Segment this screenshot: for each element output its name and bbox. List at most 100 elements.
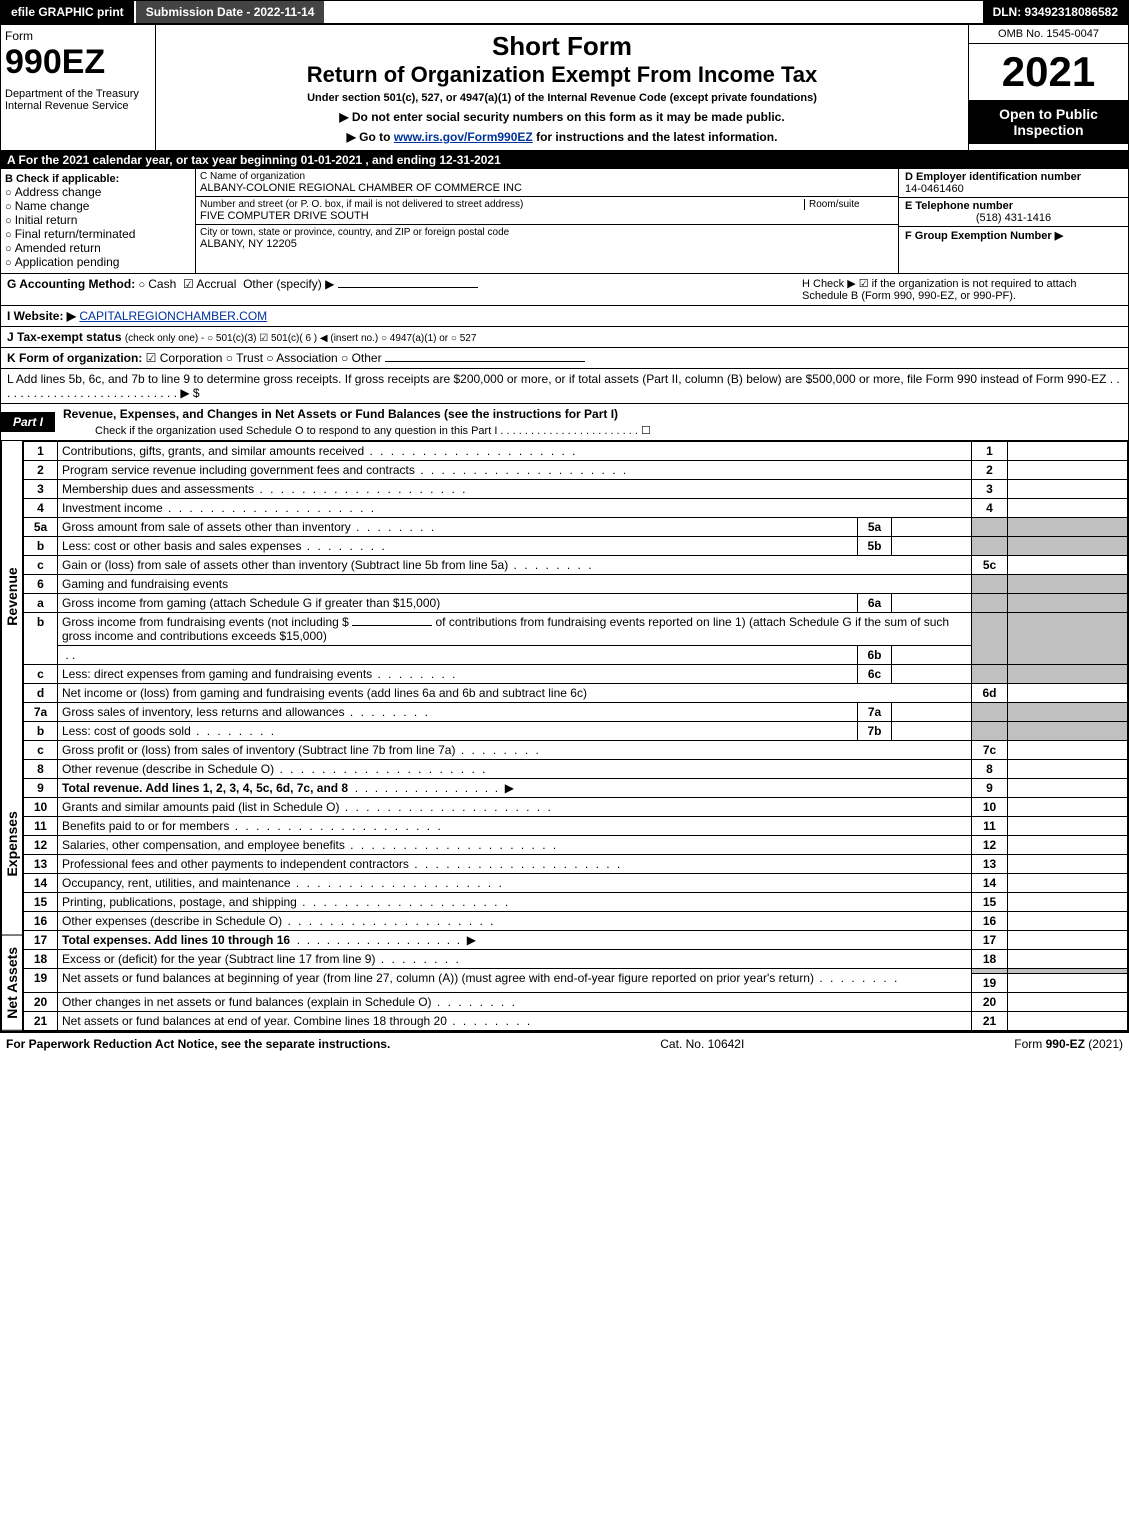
g-other[interactable]: Other (specify) ▶ bbox=[243, 277, 334, 291]
chk-final-return[interactable]: Final return/terminated bbox=[5, 227, 191, 241]
l5a-num: 5a bbox=[24, 518, 58, 537]
part1-body: Revenue Expenses Net Assets 1 Contributi… bbox=[1, 441, 1128, 1031]
l6d-val[interactable] bbox=[1008, 684, 1128, 703]
l7a-desc: Gross sales of inventory, less returns a… bbox=[58, 703, 858, 722]
l5a-val bbox=[1008, 518, 1128, 537]
l19-val[interactable] bbox=[1008, 974, 1128, 993]
goto-link[interactable]: www.irs.gov/Form990EZ bbox=[394, 130, 533, 144]
l11-ref: 11 bbox=[972, 817, 1008, 836]
l6b-subval[interactable] bbox=[892, 646, 972, 665]
l18-val[interactable] bbox=[1008, 950, 1128, 969]
j-options: (check only one) - ○ 501(c)(3) ☑ 501(c)(… bbox=[125, 333, 477, 344]
no-ssn-instruction: ▶ Do not enter social security numbers o… bbox=[162, 110, 962, 124]
l9-val[interactable] bbox=[1008, 779, 1128, 798]
l8-desc: Other revenue (describe in Schedule O) bbox=[58, 760, 972, 779]
l13-val[interactable] bbox=[1008, 855, 1128, 874]
l6a-ref bbox=[972, 594, 1008, 613]
l2-val[interactable] bbox=[1008, 461, 1128, 480]
submission-date-button[interactable]: Submission Date - 2022-11-14 bbox=[136, 1, 327, 23]
l21-num: 21 bbox=[24, 1012, 58, 1031]
part1-check: Check if the organization used Schedule … bbox=[55, 424, 1128, 440]
chk-initial-return[interactable]: Initial return bbox=[5, 213, 191, 227]
l6a-subval[interactable] bbox=[892, 594, 972, 613]
l1-val[interactable] bbox=[1008, 442, 1128, 461]
l20-val[interactable] bbox=[1008, 993, 1128, 1012]
chk-address-change[interactable]: Address change bbox=[5, 185, 191, 199]
l11-val[interactable] bbox=[1008, 817, 1128, 836]
chk-amended-return[interactable]: Amended return bbox=[5, 241, 191, 255]
l6a-sub: 6a bbox=[858, 594, 892, 613]
l12-val[interactable] bbox=[1008, 836, 1128, 855]
l6c-subval[interactable] bbox=[892, 665, 972, 684]
l7a-val bbox=[1008, 703, 1128, 722]
efile-print-button[interactable]: efile GRAPHIC print bbox=[1, 1, 136, 23]
section-e-label: E Telephone number bbox=[905, 200, 1122, 212]
l13-num: 13 bbox=[24, 855, 58, 874]
l6b-spacer: . . bbox=[58, 646, 858, 665]
l10-val[interactable] bbox=[1008, 798, 1128, 817]
l5b-desc: Less: cost or other basis and sales expe… bbox=[58, 537, 858, 556]
header-right: OMB No. 1545-0047 2021 Open to Public In… bbox=[968, 25, 1128, 150]
l7b-num: b bbox=[24, 722, 58, 741]
under-section: Under section 501(c), 527, or 4947(a)(1)… bbox=[162, 92, 962, 104]
l6d-num: d bbox=[24, 684, 58, 703]
l2-desc: Program service revenue including govern… bbox=[58, 461, 972, 480]
l6a-val bbox=[1008, 594, 1128, 613]
l16-val[interactable] bbox=[1008, 912, 1128, 931]
footer-right: Form 990-EZ (2021) bbox=[1014, 1037, 1123, 1051]
l10-ref: 10 bbox=[972, 798, 1008, 817]
l2-num: 2 bbox=[24, 461, 58, 480]
l5b-ref bbox=[972, 537, 1008, 556]
chk-name-change[interactable]: Name change bbox=[5, 199, 191, 213]
l5b-sub: 5b bbox=[858, 537, 892, 556]
l15-val[interactable] bbox=[1008, 893, 1128, 912]
l7c-val[interactable] bbox=[1008, 741, 1128, 760]
l6a-num: a bbox=[24, 594, 58, 613]
dept-treasury: Department of the Treasury bbox=[5, 88, 151, 100]
omb-number: OMB No. 1545-0047 bbox=[969, 25, 1128, 44]
dln-label: DLN: 93492318086582 bbox=[983, 1, 1128, 23]
l6d-ref: 6d bbox=[972, 684, 1008, 703]
l20-ref: 20 bbox=[972, 993, 1008, 1012]
l5a-subval[interactable] bbox=[892, 518, 972, 537]
city-label: City or town, state or province, country… bbox=[200, 227, 894, 238]
form-number: 990EZ bbox=[5, 43, 151, 82]
l5a-desc: Gross amount from sale of assets other t… bbox=[58, 518, 858, 537]
l6c-sub: 6c bbox=[858, 665, 892, 684]
k-other-blank[interactable] bbox=[385, 361, 585, 362]
l17-val[interactable] bbox=[1008, 931, 1128, 950]
l9-num: 9 bbox=[24, 779, 58, 798]
return-title: Return of Organization Exempt From Incom… bbox=[162, 62, 962, 88]
l6b-blank[interactable] bbox=[352, 625, 432, 626]
l14-val[interactable] bbox=[1008, 874, 1128, 893]
goto-suffix: for instructions and the latest informat… bbox=[533, 130, 778, 144]
website-link[interactable]: CAPITALREGIONCHAMBER.COM bbox=[79, 309, 267, 323]
chk-application-pending[interactable]: Application pending bbox=[5, 255, 191, 269]
l7b-subval[interactable] bbox=[892, 722, 972, 741]
telephone-value: (518) 431-1416 bbox=[905, 212, 1122, 224]
g-cash[interactable]: Cash bbox=[139, 277, 177, 291]
l4-val[interactable] bbox=[1008, 499, 1128, 518]
g-other-blank[interactable] bbox=[338, 287, 478, 288]
l5c-val[interactable] bbox=[1008, 556, 1128, 575]
l1-desc: Contributions, gifts, grants, and simila… bbox=[58, 442, 972, 461]
l16-desc: Other expenses (describe in Schedule O) bbox=[58, 912, 972, 931]
l18-desc: Excess or (deficit) for the year (Subtra… bbox=[58, 950, 972, 969]
g-accrual[interactable]: Accrual bbox=[183, 277, 236, 291]
i-label: I Website: ▶ bbox=[7, 309, 76, 323]
l5b-subval[interactable] bbox=[892, 537, 972, 556]
l18-ref: 18 bbox=[972, 950, 1008, 969]
l7b-ref bbox=[972, 722, 1008, 741]
l7b-sub: 7b bbox=[858, 722, 892, 741]
section-gh: G Accounting Method: Cash Accrual Other … bbox=[1, 274, 1128, 306]
org-name: ALBANY-COLONIE REGIONAL CHAMBER OF COMME… bbox=[200, 182, 894, 194]
l13-ref: 13 bbox=[972, 855, 1008, 874]
l8-val[interactable] bbox=[1008, 760, 1128, 779]
l3-val[interactable] bbox=[1008, 480, 1128, 499]
l12-num: 12 bbox=[24, 836, 58, 855]
l14-ref: 14 bbox=[972, 874, 1008, 893]
l6b-num: b bbox=[24, 613, 58, 665]
l21-val[interactable] bbox=[1008, 1012, 1128, 1031]
l6c-desc: Less: direct expenses from gaming and fu… bbox=[58, 665, 858, 684]
l7a-subval[interactable] bbox=[892, 703, 972, 722]
